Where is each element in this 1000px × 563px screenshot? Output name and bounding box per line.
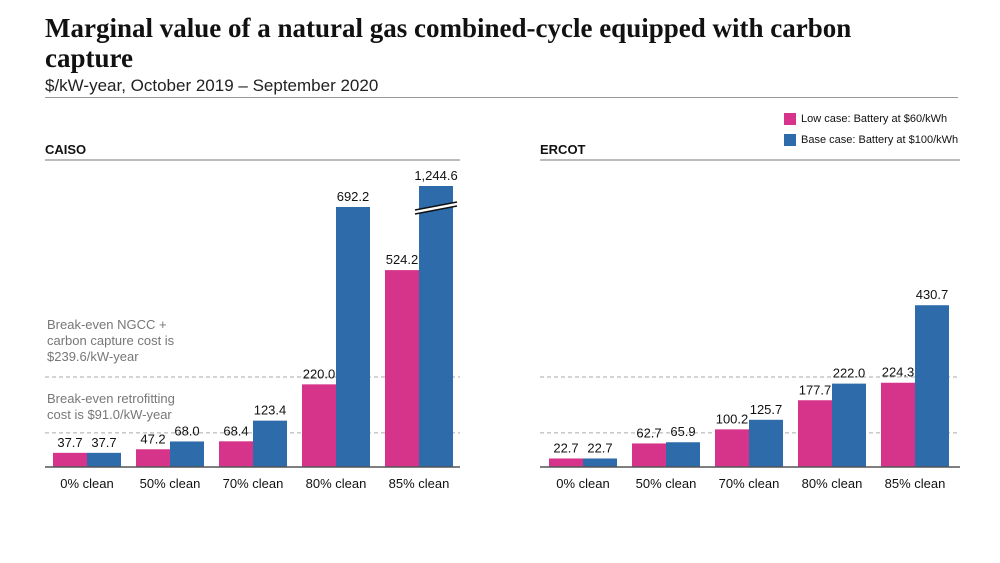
annotation-ngcc-line: Break-even NGCC + xyxy=(47,317,167,332)
panel-title: CAISO xyxy=(45,142,86,157)
axis-break-mark xyxy=(414,201,458,211)
bar-low xyxy=(136,449,170,467)
value-label: 68.4 xyxy=(223,423,248,438)
value-label: 62.7 xyxy=(636,425,661,440)
category-label: 80% clean xyxy=(802,476,863,491)
axis-break-mark xyxy=(414,205,458,215)
category-label: 70% clean xyxy=(223,476,284,491)
value-label: 22.7 xyxy=(553,440,578,455)
value-label: 430.7 xyxy=(916,287,949,302)
bar-base xyxy=(583,458,617,467)
value-label: 692.2 xyxy=(337,189,370,204)
bar-base xyxy=(336,207,370,467)
value-label: 222.0 xyxy=(833,366,866,381)
bar-base xyxy=(749,419,783,467)
bar-low xyxy=(385,270,419,467)
category-label: 80% clean xyxy=(306,476,367,491)
legend-item-base: Base case: Battery at $100/kWh xyxy=(784,131,958,148)
bar-low xyxy=(881,382,915,467)
bar-low xyxy=(798,400,832,467)
category-label: 0% clean xyxy=(556,476,609,491)
value-label: 224.3 xyxy=(882,365,915,380)
value-label: 177.7 xyxy=(799,382,832,397)
category-label: 85% clean xyxy=(885,476,946,491)
bar-low xyxy=(632,443,666,467)
title-divider xyxy=(45,97,958,98)
value-label: 37.7 xyxy=(57,435,82,450)
axis-break-gap xyxy=(415,202,457,214)
bar-base xyxy=(832,383,866,467)
legend-swatch-base xyxy=(784,133,796,146)
chart-title: Marginal value of a natural gas combined… xyxy=(45,13,852,73)
value-label: 125.7 xyxy=(750,402,783,417)
bar-low xyxy=(715,429,749,467)
category-label: 0% clean xyxy=(60,476,113,491)
bar-low xyxy=(549,458,583,467)
annotation-ngcc-line: carbon capture cost is xyxy=(47,333,175,348)
annotation-retrofit-line: cost is $91.0/kW-year xyxy=(47,407,172,422)
category-label: 50% clean xyxy=(636,476,697,491)
bar-base xyxy=(419,186,453,467)
bar-low xyxy=(53,452,87,467)
bar-base xyxy=(87,452,121,467)
category-label: 70% clean xyxy=(719,476,780,491)
category-label: 50% clean xyxy=(140,476,201,491)
bar-low xyxy=(219,441,253,467)
value-label: 47.2 xyxy=(140,431,165,446)
legend: Low case: Battery at $60/kWh Base case: … xyxy=(784,110,958,152)
category-label: 85% clean xyxy=(389,476,450,491)
annotation-retrofit-line: Break-even retrofitting xyxy=(47,391,175,406)
annotation-ngcc-line: $239.6/kW-year xyxy=(47,349,139,364)
value-label: 123.4 xyxy=(254,403,287,418)
legend-swatch-low xyxy=(784,112,796,125)
value-label: 524.2 xyxy=(386,252,419,267)
legend-label-base: Base case: Battery at $100/kWh xyxy=(801,133,959,146)
legend-label-low: Low case: Battery at $60/kWh xyxy=(801,112,948,125)
bar-base xyxy=(170,441,204,467)
value-label: 65.9 xyxy=(670,424,695,439)
value-label: 37.7 xyxy=(91,435,116,450)
value-label: 68.0 xyxy=(174,423,199,438)
legend-item-low: Low case: Battery at $60/kWh xyxy=(784,110,958,127)
value-label: 220.0 xyxy=(303,366,336,381)
panel-ercot: ERCOT 22.7 22.7 0% clean 62.7 65.9 50% clean 10… xyxy=(540,142,960,491)
value-label: 22.7 xyxy=(587,440,612,455)
panel-caiso: CAISO 37.7 37.7 0% clean 47.2 68.0 50% clean 68… xyxy=(45,142,460,491)
chart-subtitle: $/kW-year, October 2019 – September 2020 xyxy=(45,76,379,95)
value-label: 100.2 xyxy=(716,411,749,426)
bar-base xyxy=(253,420,287,467)
value-label: 1,244.6 xyxy=(414,168,457,183)
bar-low xyxy=(302,384,336,467)
bar-base xyxy=(915,305,949,467)
panel-title: ERCOT xyxy=(540,142,586,157)
bar-base xyxy=(666,442,700,467)
